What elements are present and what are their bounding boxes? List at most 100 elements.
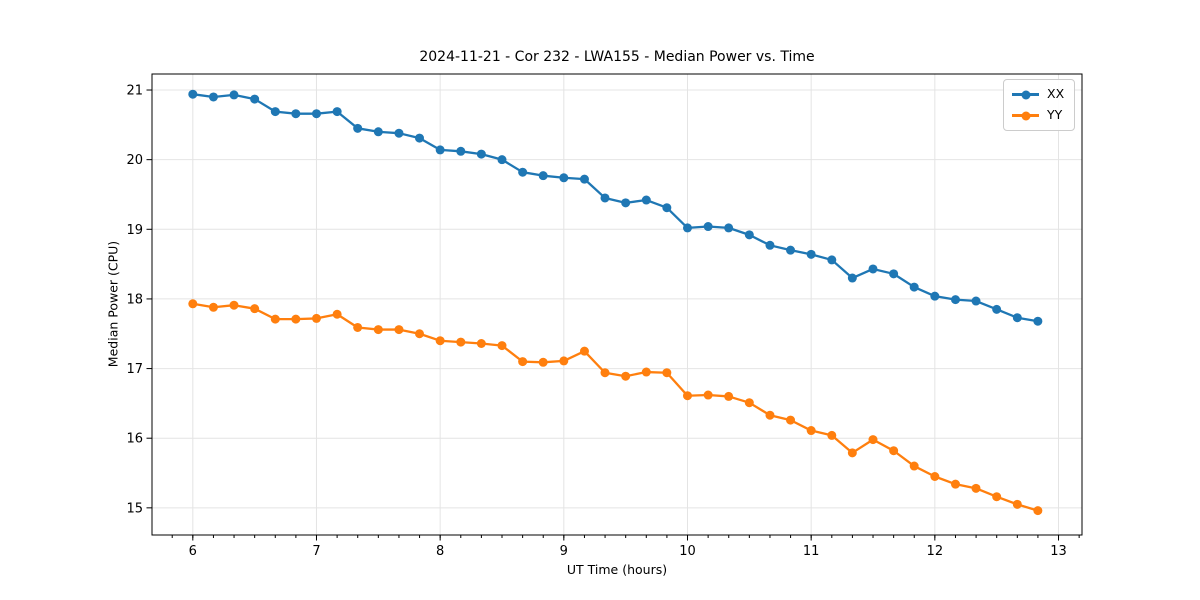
data-point	[394, 128, 404, 138]
legend-label-yy: YY	[1047, 107, 1063, 123]
x-tick-label: 11	[803, 544, 820, 559]
data-point	[518, 167, 528, 177]
data-point	[827, 430, 837, 440]
data-point	[208, 92, 218, 102]
x-tick-label: 6	[189, 544, 197, 559]
data-point	[291, 314, 301, 324]
data-point	[621, 198, 631, 208]
data-point	[992, 304, 1002, 314]
data-point	[373, 325, 383, 335]
data-point	[662, 368, 672, 378]
data-point	[703, 390, 713, 400]
data-point	[229, 300, 239, 310]
data-point	[1033, 506, 1043, 516]
data-point	[559, 356, 569, 366]
data-point	[373, 127, 383, 137]
data-point	[600, 193, 610, 203]
data-point	[415, 329, 424, 339]
data-point	[724, 391, 734, 401]
data-point	[394, 325, 404, 335]
data-point	[971, 296, 981, 306]
x-tick-label: 9	[560, 544, 568, 559]
data-point	[497, 155, 507, 165]
data-point	[415, 133, 424, 143]
data-point	[188, 89, 198, 99]
data-point	[250, 304, 260, 314]
data-point	[229, 90, 239, 100]
data-point	[291, 109, 301, 119]
data-point	[538, 357, 548, 367]
data-point	[435, 336, 445, 346]
data-point	[889, 269, 899, 279]
data-point	[786, 415, 796, 425]
data-point	[332, 309, 342, 319]
data-point	[682, 223, 692, 233]
data-point	[909, 282, 919, 292]
data-point	[311, 109, 321, 119]
data-point	[353, 123, 363, 133]
plot-border	[151, 73, 1083, 536]
data-point	[270, 314, 280, 324]
legend-label-xx: XX	[1047, 86, 1065, 102]
legend-entry-xx: XX	[1012, 85, 1064, 104]
y-tick-label: 17	[126, 362, 143, 377]
y-tick-label: 16	[126, 432, 143, 447]
legend: XX YY	[1003, 79, 1076, 131]
data-point	[786, 245, 796, 255]
data-point	[806, 426, 816, 436]
series-line-yy	[191, 302, 1039, 512]
data-point	[1012, 499, 1022, 509]
data-point	[559, 173, 569, 183]
data-point	[497, 341, 507, 351]
legend-marker-icon	[1021, 90, 1030, 99]
data-point	[311, 313, 321, 323]
data-point	[188, 299, 198, 309]
data-point	[930, 472, 940, 481]
data-point	[847, 273, 857, 283]
data-point	[868, 435, 878, 445]
data-point	[621, 371, 631, 381]
data-point	[703, 222, 713, 232]
x-tick-label: 7	[312, 544, 320, 559]
x-axis-label: UT Time (hours)	[566, 562, 668, 577]
data-point	[765, 410, 775, 420]
data-point	[600, 368, 610, 378]
data-point	[744, 230, 754, 240]
data-point	[641, 195, 651, 205]
legend-line-sample-xx	[1012, 90, 1039, 99]
y-tick-label: 21	[126, 84, 143, 99]
y-tick-label: 19	[126, 223, 143, 238]
data-point	[682, 391, 692, 401]
data-point	[1012, 313, 1022, 323]
data-point	[971, 483, 981, 493]
y-tick-label: 20	[126, 153, 143, 168]
data-point	[270, 107, 280, 117]
data-point	[992, 492, 1002, 502]
data-point	[724, 223, 734, 233]
data-point	[909, 461, 919, 471]
y-axis-label: Median Power (CPU)	[105, 240, 121, 368]
data-point	[889, 446, 899, 456]
y-tick-label: 15	[126, 501, 143, 516]
data-point	[950, 479, 960, 489]
data-point	[435, 145, 445, 155]
data-point	[744, 398, 754, 408]
data-point	[847, 448, 857, 458]
legend-marker-icon	[1021, 111, 1030, 120]
x-tick-label: 13	[1050, 544, 1067, 559]
data-point	[353, 322, 363, 332]
data-point	[208, 302, 218, 312]
data-point	[868, 264, 878, 274]
legend-line-sample-yy	[1012, 111, 1039, 120]
data-point	[579, 346, 589, 356]
data-point	[930, 291, 940, 301]
x-tick-label: 8	[436, 544, 444, 559]
data-point	[476, 149, 486, 159]
chart-title: 2024-11-21 - Cor 232 - LWA155 - Median P…	[419, 49, 815, 65]
data-point	[1033, 316, 1043, 326]
data-point	[579, 174, 589, 184]
data-point	[250, 94, 260, 104]
data-point	[765, 240, 775, 250]
